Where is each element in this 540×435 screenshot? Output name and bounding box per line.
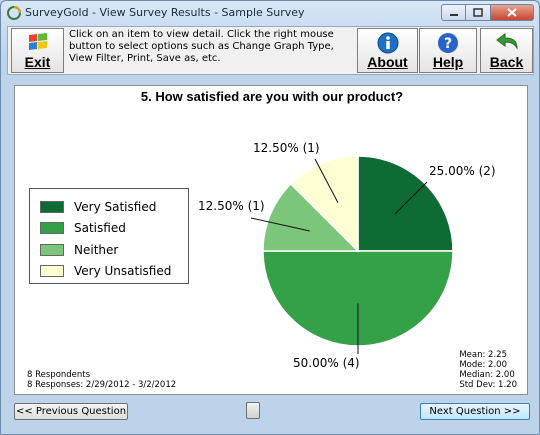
exit-button[interactable]: Exit bbox=[11, 28, 64, 73]
svg-text:?: ? bbox=[444, 36, 452, 52]
pie-leader-line-very-satisfied bbox=[394, 181, 428, 215]
pie-label-neither: 12.50% (1) bbox=[198, 199, 265, 213]
legend-swatch bbox=[40, 265, 64, 277]
pie-chart[interactable] bbox=[15, 86, 529, 396]
legend-label: Very Unsatisfied bbox=[74, 264, 172, 278]
chart-legend: Very Satisfied Satisfied Neither Very Un… bbox=[29, 188, 189, 284]
about-label: About bbox=[367, 54, 408, 70]
window-title: SurveyGold - View Survey Results - Sampl… bbox=[25, 6, 305, 19]
legend-swatch bbox=[40, 222, 64, 234]
statistics-summary: Mean: 2.25 Mode: 2.00 Median: 2.00 Std D… bbox=[459, 350, 517, 390]
legend-item-very-unsatisfied: Very Unsatisfied bbox=[40, 264, 171, 278]
about-button[interactable]: About bbox=[357, 28, 418, 73]
respondents-count: 8 Respondents bbox=[27, 370, 91, 380]
next-question-button[interactable]: Next Question >> bbox=[420, 403, 530, 420]
stat-median: Median: 2.00 bbox=[459, 370, 515, 380]
legend-item-neither: Neither bbox=[40, 243, 118, 257]
back-button[interactable]: Back bbox=[480, 28, 533, 73]
back-arrow-icon bbox=[495, 33, 518, 50]
stat-mode: Mode: 2.00 bbox=[459, 360, 507, 370]
pie-leader-line-neither bbox=[250, 217, 310, 232]
minimize-icon bbox=[449, 13, 458, 16]
toolbar: Exit Click on an item to view detail. Cl… bbox=[7, 26, 534, 75]
maximize-icon bbox=[473, 8, 483, 17]
question-icon: ? bbox=[438, 33, 458, 53]
legend-label: Satisfied bbox=[74, 221, 126, 235]
back-label: Back bbox=[489, 54, 524, 70]
legend-swatch bbox=[40, 201, 64, 213]
info-icon bbox=[377, 32, 398, 54]
exit-label: Exit bbox=[24, 54, 51, 70]
close-icon bbox=[507, 8, 517, 17]
maximize-button[interactable] bbox=[466, 4, 491, 21]
respondent-summary: 8 Respondents 8 Responses: 2/29/2012 - 3… bbox=[27, 370, 176, 390]
previous-question-button[interactable]: << Previous Question bbox=[14, 403, 128, 420]
surveygold-app-icon bbox=[7, 6, 21, 20]
title-bar: SurveyGold - View Survey Results - Sampl… bbox=[1, 1, 539, 25]
toolbar-hint: Click on an item to view detail. Click t… bbox=[69, 29, 334, 64]
pie-label-very-unsatisfied: 12.50% (1) bbox=[253, 141, 320, 155]
question-slider-thumb[interactable] bbox=[246, 402, 260, 419]
pie-label-very-satisfied: 25.00% (2) bbox=[429, 164, 496, 178]
legend-item-satisfied: Satisfied bbox=[40, 221, 126, 235]
stat-std-dev: Std Dev: 1.20 bbox=[459, 380, 517, 390]
legend-label: Very Satisfied bbox=[74, 200, 157, 214]
pie-slice-neither[interactable] bbox=[262, 182, 360, 252]
legend-item-very-satisfied: Very Satisfied bbox=[40, 200, 156, 214]
close-button[interactable] bbox=[491, 4, 534, 21]
responses-range: 8 Responses: 2/29/2012 - 3/2/2012 bbox=[27, 380, 177, 390]
windows-flag-icon bbox=[28, 33, 47, 50]
pie-label-satisfied: 50.00% (4) bbox=[293, 356, 360, 370]
pie-slice-very-unsatisfied[interactable] bbox=[289, 155, 359, 253]
legend-label: Neither bbox=[74, 243, 119, 257]
window-controls bbox=[441, 4, 534, 21]
question-title: 5. How satisfied are you with our produc… bbox=[140, 89, 404, 104]
pie-leader-line-very-unsatisfied bbox=[314, 158, 339, 203]
help-label: Help bbox=[432, 54, 464, 70]
stat-mean: Mean: 2.25 bbox=[459, 350, 507, 360]
minimize-button[interactable] bbox=[441, 4, 466, 21]
results-panel: 5. How satisfied are you with our produc… bbox=[14, 85, 528, 395]
help-button[interactable]: ? Help bbox=[419, 28, 477, 73]
legend-swatch bbox=[40, 244, 64, 256]
